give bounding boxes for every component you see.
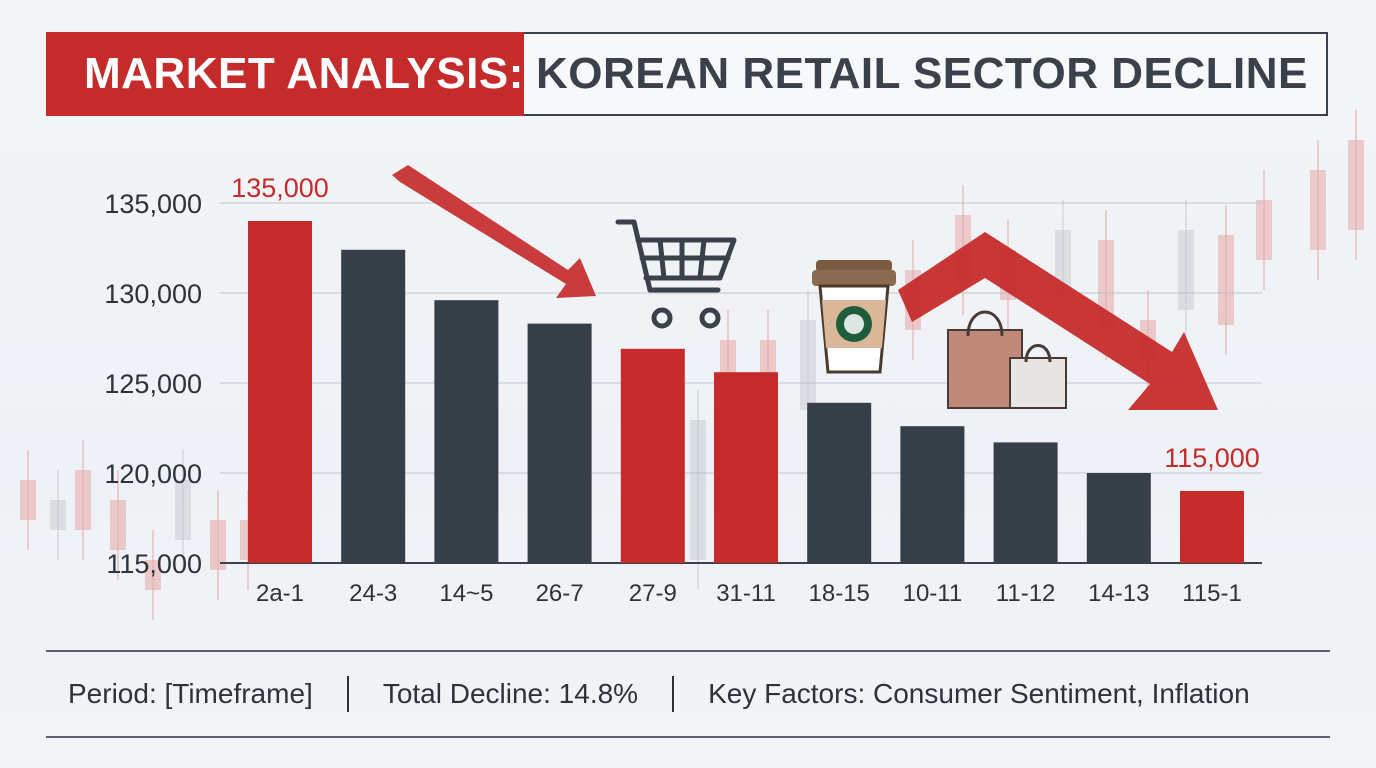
x-tick-label: 11-12: [996, 580, 1056, 607]
y-tick-label: 115,000: [106, 549, 202, 579]
x-tick-label: 26-7: [536, 580, 584, 607]
x-tick-label: 14-13: [1088, 580, 1149, 607]
data-label: 115,000: [1164, 443, 1260, 473]
period-label: Period: [Timeframe]: [68, 678, 313, 709]
data-labels: 135,000 115,000: [231, 173, 1260, 473]
bar: [993, 442, 1058, 563]
bar: [620, 348, 685, 563]
y-tick-label: 135,000: [104, 189, 202, 219]
bar: [527, 323, 592, 563]
title-text: KOREAN RETAIL SECTOR DECLINE: [536, 49, 1308, 98]
shopping-cart-icon: [615, 219, 737, 329]
title-highlight: MARKET ANALYSIS:: [46, 32, 524, 116]
y-axis-ticks: 115,000 120,000 125,000 130,000 135,000: [104, 189, 202, 579]
x-tick-label: 24-3: [349, 580, 397, 607]
bar: [900, 426, 965, 563]
y-tick-label: 130,000: [104, 279, 202, 309]
y-tick-label: 125,000: [104, 369, 202, 399]
bar: [248, 221, 312, 563]
shopping-bags-icon: [947, 310, 1067, 409]
down-trend-arrow-icon: [392, 165, 596, 298]
x-tick-label: 18-15: [809, 580, 870, 607]
x-tick-label: 31-11: [716, 580, 776, 607]
bar: [341, 249, 406, 564]
y-tick-label: 120,000: [104, 459, 202, 489]
bar: [714, 372, 778, 563]
bar: [807, 402, 872, 563]
x-tick-label: 14~5: [439, 580, 493, 607]
footer-divider: [672, 676, 675, 712]
x-tick-label: 10-11: [903, 580, 963, 607]
bar-chart: 115,000 120,000 125,000 130,000 135,000 2a-1…: [20, 110, 1364, 620]
total-decline-label: Total Decline: 14.8%: [382, 678, 639, 709]
coffee-cup-icon: [812, 260, 896, 374]
bar: [1086, 473, 1151, 563]
key-factors-label: Key Factors: Consumer Sentiment, Inflati…: [708, 678, 1250, 709]
x-tick-label: 27-9: [629, 580, 677, 607]
x-tick-label: 115-1: [1182, 580, 1242, 607]
footer-divider: [346, 676, 349, 712]
data-label: 135,000: [231, 173, 329, 203]
down-trend-arrow-icon: [898, 232, 1218, 410]
x-axis-ticks: 2a-1 24-3 14~5 26-7 27-9 31-11 18-15 10-11 11-12…: [256, 580, 1242, 607]
bar: [1180, 491, 1244, 563]
footer-bar: Period: [Timeframe] Total Decline: 14.8%…: [46, 650, 1330, 738]
x-tick-label: 2a-1: [256, 580, 304, 607]
bars: [248, 221, 1244, 564]
bar: [434, 300, 499, 563]
